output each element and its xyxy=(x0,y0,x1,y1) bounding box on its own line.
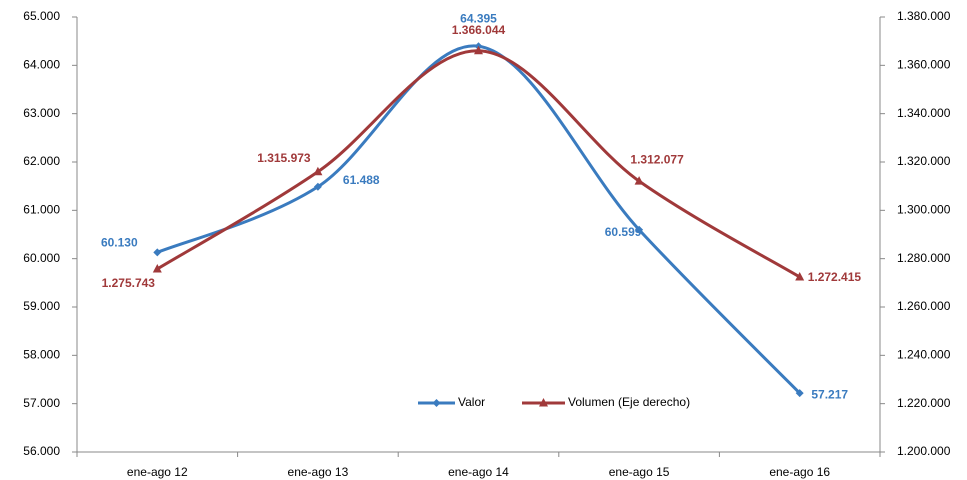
data-point xyxy=(474,45,483,55)
data-label: 1.275.743 xyxy=(102,276,156,290)
data-point xyxy=(795,271,805,281)
data-label: 1.366.044 xyxy=(452,23,506,37)
data-label: 1.272.415 xyxy=(808,270,862,284)
x-tick-label: ene-ago 16 xyxy=(769,465,830,479)
y2-tick-label: 1.200.000 xyxy=(897,444,951,458)
y-tick-label: 59.000 xyxy=(23,299,60,313)
series-line xyxy=(156,49,801,279)
y2-tick-label: 1.320.000 xyxy=(897,154,951,168)
y-tick-label: 56.000 xyxy=(23,444,60,458)
data-label: 1.315.973 xyxy=(257,151,311,165)
x-tick-label: ene-ago 15 xyxy=(609,465,670,479)
y-tick-label: 58.000 xyxy=(23,348,60,362)
data-label: 60.130 xyxy=(101,236,138,250)
y2-tick-label: 1.300.000 xyxy=(897,203,951,217)
legend-marker xyxy=(432,399,441,407)
data-point xyxy=(313,182,322,191)
x-tick-label: ene-ago 13 xyxy=(288,465,349,479)
data-point xyxy=(153,248,162,257)
legend-marker xyxy=(539,398,548,407)
y-tick-label: 65.000 xyxy=(23,9,60,23)
y-tick-label: 60.000 xyxy=(23,251,60,265)
data-point xyxy=(635,225,644,234)
data-label: 60.599 xyxy=(605,225,642,239)
y-tick-label: 63.000 xyxy=(23,106,60,120)
data-label: 61.488 xyxy=(343,173,380,187)
legend-label: Valor xyxy=(458,395,485,409)
y-tick-label: 61.000 xyxy=(23,203,60,217)
y2-tick-label: 1.280.000 xyxy=(897,251,951,265)
y-tick-label: 57.000 xyxy=(23,396,60,410)
x-tick-label: ene-ago 14 xyxy=(448,465,509,479)
data-label: 57.217 xyxy=(811,387,848,401)
legend-label: Volumen (Eje derecho) xyxy=(568,395,690,409)
y2-tick-label: 1.360.000 xyxy=(897,58,951,72)
y2-tick-label: 1.340.000 xyxy=(897,106,951,120)
series-line xyxy=(156,44,801,395)
data-point xyxy=(152,263,162,273)
x-tick-label: ene-ago 12 xyxy=(127,465,188,479)
y2-tick-label: 1.220.000 xyxy=(897,396,951,410)
y-tick-label: 62.000 xyxy=(23,154,60,168)
y2-tick-label: 1.240.000 xyxy=(897,348,951,362)
y-tick-label: 64.000 xyxy=(23,58,60,72)
y2-tick-label: 1.260.000 xyxy=(897,299,951,313)
data-label: 64.395 xyxy=(460,11,497,25)
data-point xyxy=(634,176,644,185)
data-label: 1.312.077 xyxy=(630,152,684,166)
data-point xyxy=(795,389,804,398)
data-point xyxy=(313,166,323,176)
y2-tick-label: 1.380.000 xyxy=(897,9,951,23)
